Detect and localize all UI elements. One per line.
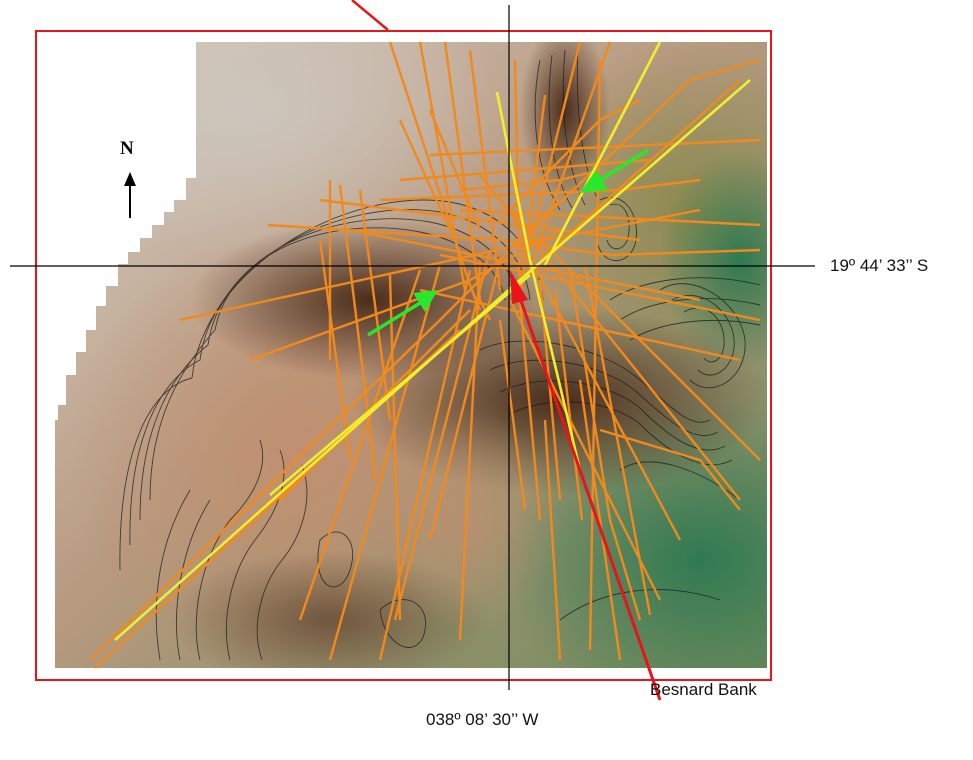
north-arrow-icon — [124, 172, 136, 218]
callout-arrow — [510, 270, 662, 701]
top-callout-line — [351, 0, 389, 31]
latitude-label: 19º 44’ 33’’ S — [830, 256, 929, 275]
map-frame — [35, 30, 772, 681]
yellow-tracks — [114, 42, 751, 641]
feature-label-besnard-bank: Besnard Bank — [650, 680, 757, 699]
land-mask — [55, 42, 196, 420]
green-arrow-icon — [367, 290, 438, 337]
map-image — [55, 42, 767, 668]
north-label: N — [120, 138, 134, 159]
longitude-label: 038º 08’ 30’’ W — [426, 710, 539, 729]
green-arrow-icon — [580, 148, 649, 193]
